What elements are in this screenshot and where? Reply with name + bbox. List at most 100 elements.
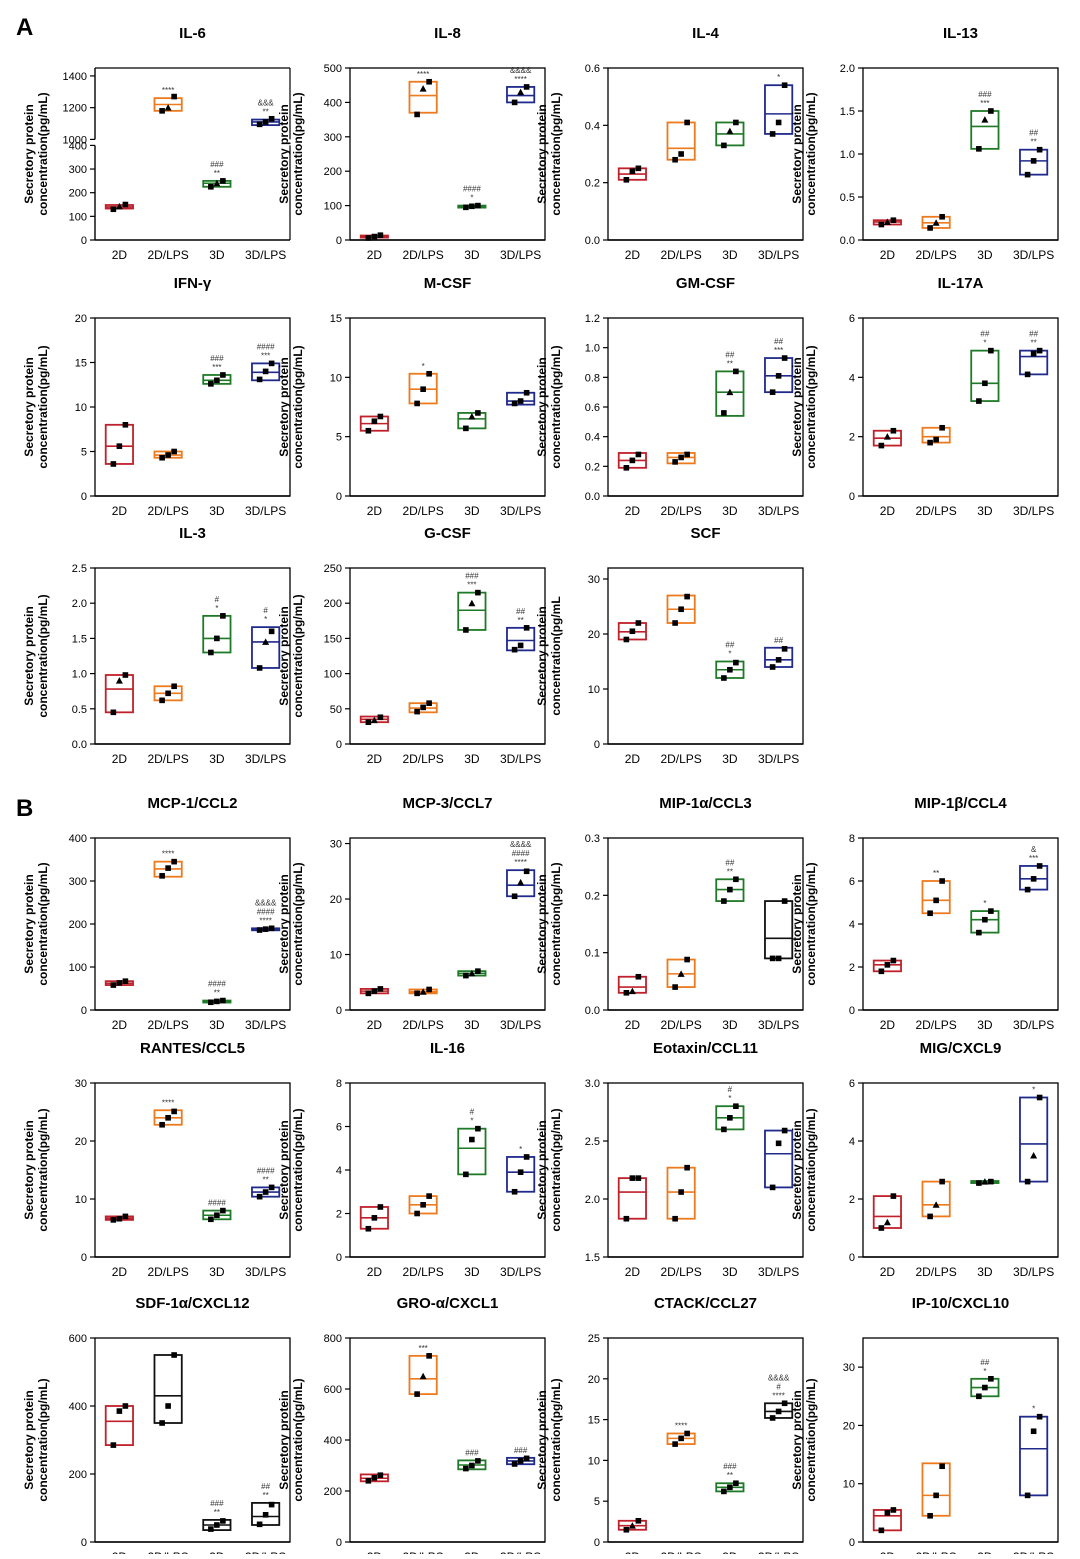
x-tick-label: 3D xyxy=(722,1265,738,1279)
y-tick-label: 1200 xyxy=(63,103,87,115)
box-body xyxy=(457,412,487,430)
box-2d-lps xyxy=(666,593,696,626)
x-tick-label: 2D xyxy=(880,248,896,262)
data-point xyxy=(171,1108,177,1115)
box-body xyxy=(153,1354,183,1424)
box-body xyxy=(457,1127,487,1176)
data-point xyxy=(775,955,782,962)
data-point xyxy=(214,1522,220,1528)
y-tick-label: 0.8 xyxy=(585,372,600,384)
data-point xyxy=(939,213,945,220)
y-axis-label-unit: concentration(pg/mL) xyxy=(291,92,305,215)
box-3d-lps: ****#&&&& xyxy=(764,1373,794,1421)
chart-title: MIP-1β/CCL4 xyxy=(914,795,1007,812)
y-tick-label: 10 xyxy=(843,1479,855,1491)
y-tick-label: 0.5 xyxy=(72,704,87,716)
data-point xyxy=(469,203,475,210)
y-tick-label: 300 xyxy=(69,876,87,888)
x-tick-label: 2D/LPS xyxy=(660,1265,701,1279)
x-tick-label: 2D/LPS xyxy=(915,1550,956,1554)
y-tick-label: 20 xyxy=(330,894,342,906)
y-tick-label: 0 xyxy=(336,491,342,503)
plot-frame xyxy=(607,1337,804,1543)
box-2d-lps xyxy=(153,448,183,461)
y-tick-label: 2.0 xyxy=(72,598,87,610)
x-tick-label: 2D xyxy=(880,1018,896,1032)
significance-mark: ** xyxy=(727,867,733,876)
data-point xyxy=(463,204,469,211)
significance-mark: *** xyxy=(467,581,476,590)
box-3d-lps: ****&&&& xyxy=(506,66,536,106)
data-point xyxy=(939,1178,945,1185)
data-point xyxy=(635,973,642,980)
data-point xyxy=(684,1164,690,1171)
x-tick-label: 3D xyxy=(977,248,993,262)
box-2d-lps: **** xyxy=(153,86,183,114)
chart-title: IL-16 xyxy=(430,1040,465,1057)
data-point xyxy=(511,893,518,900)
data-point xyxy=(517,1169,524,1175)
data-point xyxy=(883,1218,891,1226)
x-tick-label: 3D/LPS xyxy=(758,1550,799,1554)
x-tick-label: 3D xyxy=(209,1018,225,1032)
box-2d-lps xyxy=(921,1178,951,1220)
box-3d-lps xyxy=(506,389,536,407)
box-2d xyxy=(104,201,134,213)
y-tick-label: 10 xyxy=(330,950,342,962)
data-point xyxy=(884,1510,891,1516)
data-point xyxy=(377,714,384,721)
data-point xyxy=(721,410,727,416)
data-point xyxy=(976,1180,982,1186)
y-axis-label: Secretory protein xyxy=(790,357,804,456)
y-tick-label: 4 xyxy=(849,372,855,384)
y-tick-label: 1.5 xyxy=(585,1252,600,1264)
y-axis-label: Secretory protein xyxy=(535,606,549,705)
data-point xyxy=(1030,350,1037,357)
data-point xyxy=(159,454,165,461)
data-point xyxy=(981,1178,989,1185)
data-point xyxy=(678,1189,684,1195)
y-tick-label: 6 xyxy=(336,1122,342,1134)
y-tick-label: 0 xyxy=(849,491,855,503)
y-tick-label: 2 xyxy=(849,962,855,974)
box-2d xyxy=(617,165,647,183)
data-point xyxy=(635,1175,642,1181)
chart-title: MCP-1/CCL2 xyxy=(147,795,237,812)
data-point xyxy=(781,898,788,904)
x-tick-label: 3D xyxy=(464,504,480,518)
y-tick-label: 0.4 xyxy=(585,120,600,132)
chart-mig: MIG/CXCL9 Secretory protein concentration(… xyxy=(790,1040,1059,1279)
data-point xyxy=(371,1215,378,1221)
x-tick-label: 2D/LPS xyxy=(147,1018,188,1032)
data-point xyxy=(628,1522,636,1529)
data-point xyxy=(262,119,269,125)
data-point xyxy=(414,990,420,997)
data-point xyxy=(976,1393,982,1400)
y-tick-label: 2.5 xyxy=(72,563,87,575)
data-point xyxy=(927,439,933,446)
data-point xyxy=(420,1202,426,1208)
box-2d xyxy=(359,1472,389,1484)
significance-mark: ### xyxy=(210,160,224,169)
y-tick-label: 10 xyxy=(75,1194,87,1206)
chart-title: IL-17A xyxy=(938,275,984,292)
data-point xyxy=(365,719,372,725)
data-point xyxy=(781,355,788,361)
data-point xyxy=(523,625,530,631)
data-point xyxy=(733,119,739,126)
data-point xyxy=(927,910,933,917)
data-point xyxy=(220,1207,226,1214)
x-tick-label: 3D/LPS xyxy=(500,504,541,518)
data-point xyxy=(414,1210,420,1217)
box-3d xyxy=(457,410,487,432)
box-3d-lps: * xyxy=(1019,1086,1049,1185)
data-point xyxy=(672,459,678,465)
y-tick-label: 0 xyxy=(81,1005,87,1017)
box-2d-lps xyxy=(666,451,696,465)
